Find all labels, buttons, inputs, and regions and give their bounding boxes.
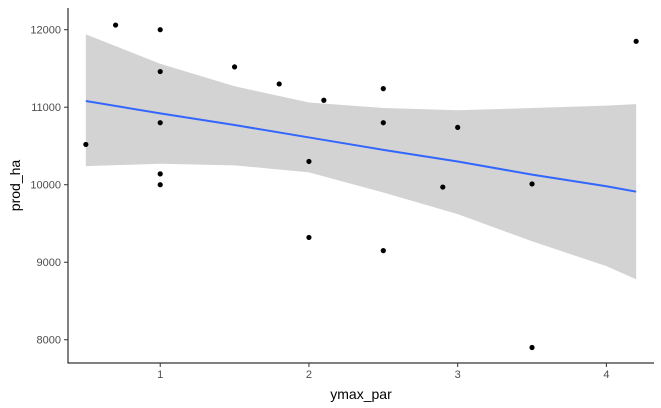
y-axis-title: prod_ha <box>7 160 23 212</box>
data-point <box>276 81 282 87</box>
confidence-band-layer <box>85 34 637 280</box>
data-point <box>380 120 386 126</box>
y-tick-label: 12000 <box>30 25 61 37</box>
data-point <box>112 22 119 28</box>
data-point <box>306 158 312 165</box>
data-point <box>83 141 89 148</box>
x-axis-title: ymax_par <box>330 386 392 402</box>
data-point <box>231 64 238 70</box>
smooth-line-layer <box>85 100 637 193</box>
data-point <box>455 124 461 130</box>
x-tick-label: 4 <box>603 369 609 381</box>
data-point <box>306 234 312 241</box>
regression-line <box>85 100 637 193</box>
axes-layer: 1 2 3 4 8000 9000 10000 11000 12000 <box>30 8 654 381</box>
points-layer <box>83 22 639 351</box>
data-point <box>157 182 163 188</box>
data-point <box>633 38 639 44</box>
y-tick-label: 10000 <box>30 180 61 192</box>
data-point <box>529 181 535 187</box>
data-point <box>380 86 386 92</box>
data-point <box>157 27 163 33</box>
data-point <box>529 344 535 351</box>
x-tick-label: 1 <box>157 369 163 381</box>
y-tick-label: 11000 <box>31 102 61 114</box>
data-point <box>157 120 163 126</box>
y-tick-label: 9000 <box>37 257 61 269</box>
confidence-band <box>85 34 637 280</box>
data-point <box>157 68 163 75</box>
x-tick-label: 2 <box>306 369 312 381</box>
data-point <box>380 248 386 254</box>
x-tick-label: 3 <box>455 369 461 381</box>
y-tick-label: 8000 <box>37 335 61 347</box>
data-point <box>440 184 446 190</box>
data-point <box>157 171 163 177</box>
data-point <box>321 97 327 103</box>
